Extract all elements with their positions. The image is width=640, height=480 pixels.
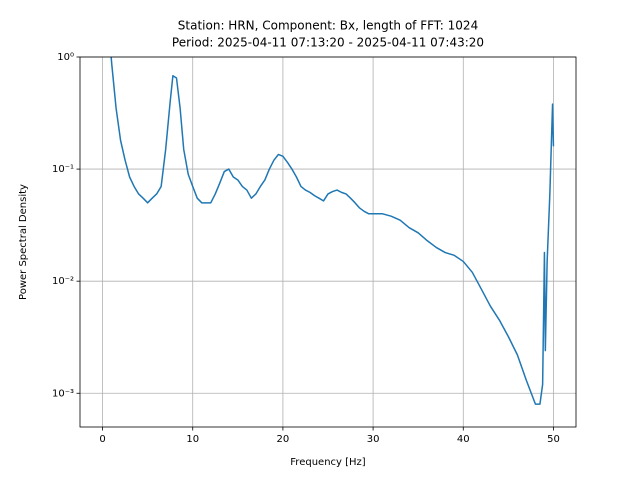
y-tick-label: 10⁻³ (52, 388, 74, 399)
chart-title: Station: HRN, Component: Bx, length of F… (178, 19, 478, 33)
plot-frame (79, 56, 577, 428)
x-axis-label: Frequency [Hz] (290, 457, 366, 468)
y-tick-label: 10⁻² (52, 276, 74, 287)
x-tick-label: 10 (186, 434, 199, 445)
y-axis-label: Power Spectral Density (18, 184, 29, 300)
y-tick-label: 10⁻¹ (52, 164, 74, 175)
x-tick-label: 40 (457, 434, 470, 445)
x-tick-label: 20 (277, 434, 290, 445)
y-tick-label: 10⁰ (57, 52, 74, 63)
x-tick-label: 0 (99, 434, 105, 445)
data-line (110, 57, 555, 405)
x-tick-label: 50 (547, 434, 560, 445)
chart-subtitle: Period: 2025-04-11 07:13:20 - 2025-04-11… (172, 36, 484, 50)
x-tick-label: 30 (367, 434, 380, 445)
